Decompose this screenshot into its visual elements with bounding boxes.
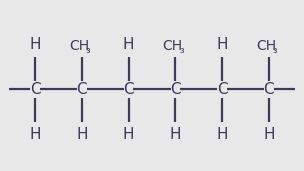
Text: ₃: ₃: [273, 45, 277, 55]
Text: H: H: [76, 127, 88, 142]
Text: H: H: [29, 127, 41, 142]
Text: CH: CH: [69, 39, 89, 53]
Text: ₃: ₃: [86, 45, 90, 55]
Text: H: H: [123, 37, 134, 52]
Text: C: C: [77, 82, 87, 97]
Text: H: H: [216, 127, 228, 142]
Text: C: C: [30, 82, 40, 97]
Text: CH: CH: [163, 39, 183, 53]
Text: H: H: [170, 127, 181, 142]
Text: H: H: [123, 127, 134, 142]
Text: C: C: [217, 82, 227, 97]
Text: C: C: [123, 82, 134, 97]
Text: ₃: ₃: [179, 45, 184, 55]
Text: CH: CH: [256, 39, 276, 53]
Text: H: H: [216, 37, 228, 52]
Text: H: H: [29, 37, 41, 52]
Text: C: C: [264, 82, 274, 97]
Text: C: C: [170, 82, 181, 97]
Text: H: H: [263, 127, 275, 142]
